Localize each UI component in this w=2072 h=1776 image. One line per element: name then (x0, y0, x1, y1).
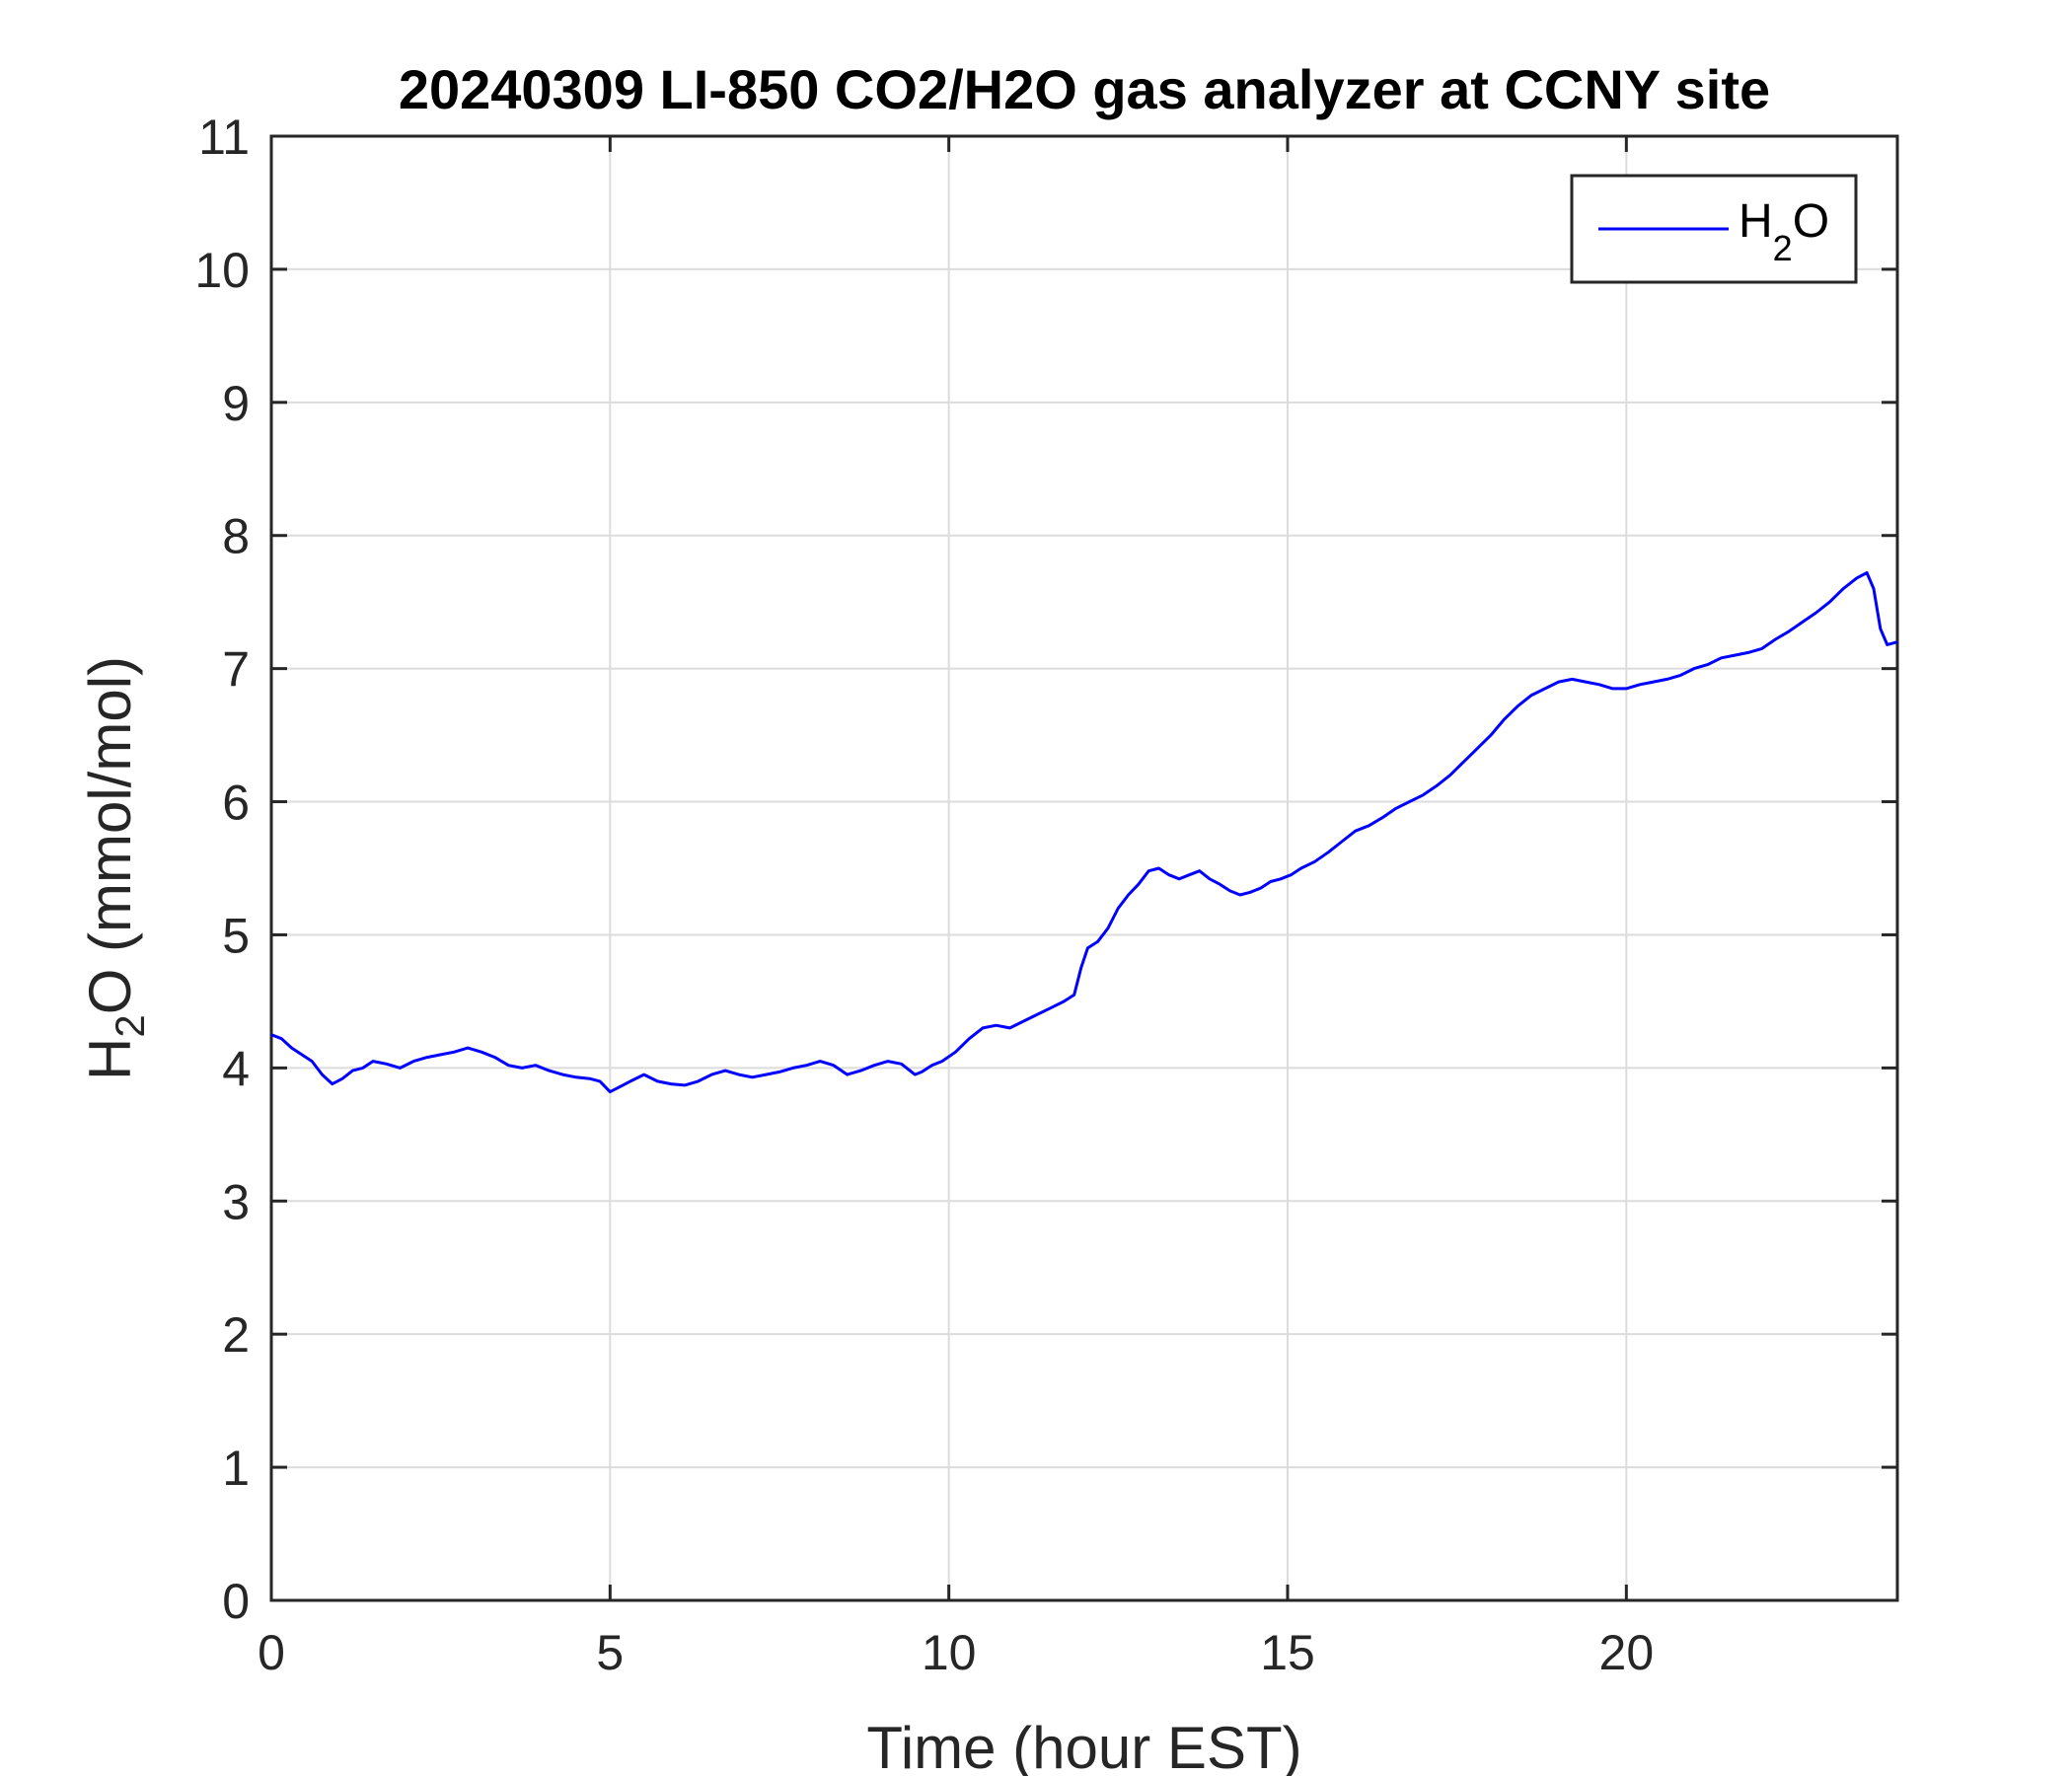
y-axis-label-sub: 2 (107, 1014, 153, 1037)
legend: H2O (1570, 174, 1858, 284)
y-tick-label: 8 (222, 509, 250, 564)
y-tick-label: 9 (222, 376, 250, 431)
y-tick-label: 10 (194, 243, 250, 298)
x-tick-label: 15 (1260, 1625, 1315, 1680)
y-tick-labels: 0 1 2 3 4 5 6 7 8 9 10 11 (194, 110, 250, 1629)
y-axis-label: H2O (mmol/mol) (77, 656, 153, 1080)
x-tick-labels: 0 5 10 15 20 (258, 1625, 1654, 1680)
legend-label: H2O (1739, 195, 1829, 268)
x-tick-label: 5 (596, 1625, 624, 1680)
y-tick-label: 7 (222, 642, 250, 698)
x-tick-label: 20 (1599, 1625, 1655, 1680)
grid-lines (271, 136, 1897, 1600)
y-axis-label-base: H (77, 1038, 143, 1080)
legend-label-rest: O (1793, 195, 1829, 248)
legend-label-sub: 2 (1773, 228, 1793, 268)
x-axis-label: Time (hour EST) (866, 1715, 1301, 1776)
y-tick-label: 0 (222, 1574, 250, 1629)
y-tick-label: 4 (222, 1041, 250, 1096)
axis-ticks (269, 134, 1897, 1602)
legend-label-base: H (1739, 195, 1773, 248)
plot-area-border (269, 134, 1899, 1602)
x-tick-label: 0 (258, 1625, 285, 1680)
y-tick-label: 5 (222, 908, 250, 963)
x-tick-label: 10 (922, 1625, 977, 1680)
chart-title: 20240309 LI-850 CO2/H2O gas analyzer at … (399, 58, 1770, 120)
y-tick-label: 11 (198, 110, 250, 165)
y-tick-label: 1 (222, 1441, 250, 1496)
y-tick-label: 3 (222, 1174, 250, 1229)
y-axis-label-rest: O (mmol/mol) (77, 656, 143, 1014)
y-tick-label: 6 (222, 776, 250, 831)
y-tick-label: 2 (222, 1307, 250, 1363)
series-line-h2o (270, 571, 1898, 1094)
